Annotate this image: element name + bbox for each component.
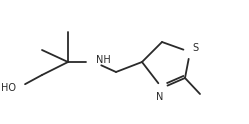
Text: HO: HO: [1, 83, 16, 93]
Text: N: N: [156, 92, 164, 102]
Text: NH: NH: [96, 55, 111, 65]
Text: S: S: [192, 43, 198, 53]
